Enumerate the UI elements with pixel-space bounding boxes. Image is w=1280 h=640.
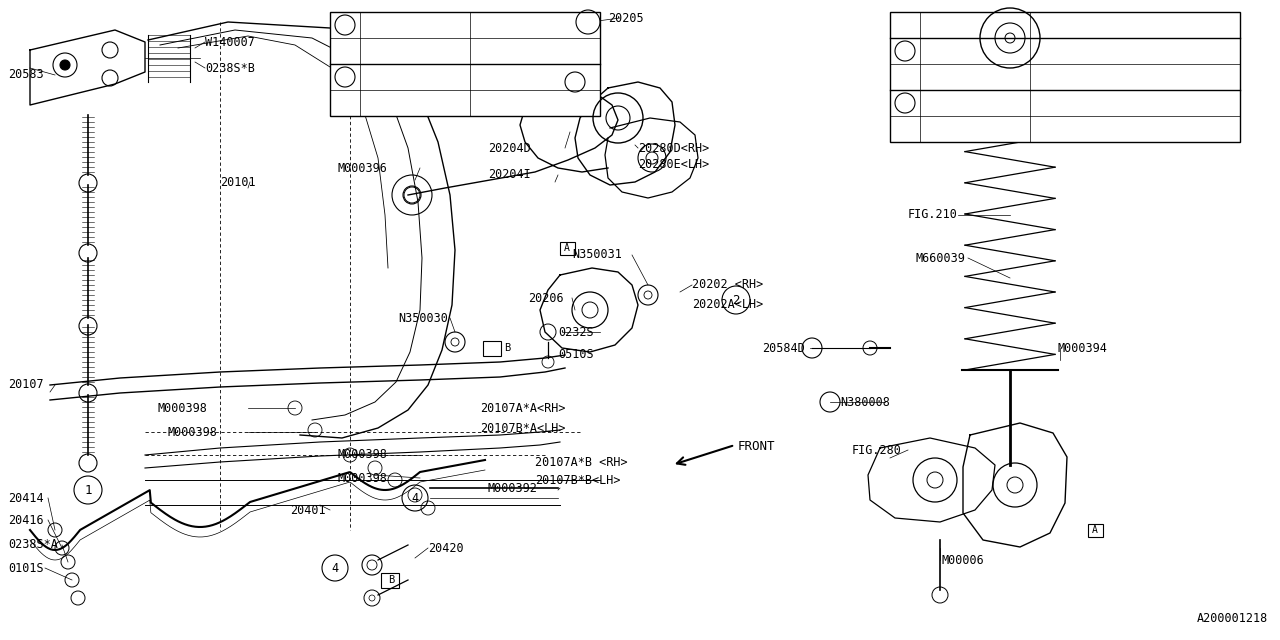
Text: M000397: M000397 xyxy=(924,97,974,109)
Text: 4: 4 xyxy=(342,70,348,83)
Text: <1607- >: <1607- > xyxy=(541,45,598,58)
Text: 20416: 20416 xyxy=(8,513,44,527)
Text: FIG.210: FIG.210 xyxy=(908,209,957,221)
Text: (      -1406): ( -1406) xyxy=(1146,97,1238,109)
Text: 20101: 20101 xyxy=(220,175,256,189)
Bar xyxy=(890,12,1240,142)
Text: 20205: 20205 xyxy=(608,12,644,24)
Polygon shape xyxy=(575,82,675,185)
Text: 20206: 20206 xyxy=(529,291,563,305)
Text: M370010: M370010 xyxy=(364,19,413,31)
Text: 20401: 20401 xyxy=(291,504,325,516)
Text: M000451: M000451 xyxy=(924,70,974,83)
Text: 4: 4 xyxy=(332,561,339,575)
Text: 0510S: 0510S xyxy=(558,349,594,362)
Bar xyxy=(330,12,600,116)
Text: 20107A*B <RH>: 20107A*B <RH> xyxy=(535,456,627,468)
Text: M000394: M000394 xyxy=(1059,342,1108,355)
Text: ( -1607): ( -1607) xyxy=(541,70,598,83)
Text: N370063: N370063 xyxy=(364,70,413,83)
Bar xyxy=(483,340,500,355)
Text: W140007: W140007 xyxy=(205,35,255,49)
Text: A: A xyxy=(1092,525,1098,535)
Text: 0238S*B: 0238S*B xyxy=(205,61,255,74)
Text: M660039: M660039 xyxy=(915,252,965,264)
Text: 2: 2 xyxy=(901,97,909,109)
Text: 0238S*A: 0238S*A xyxy=(8,538,58,552)
Bar xyxy=(559,241,575,255)
Text: N350030: N350030 xyxy=(398,312,448,324)
Polygon shape xyxy=(540,268,637,352)
Text: <1406-      >: <1406- > xyxy=(1146,122,1238,136)
Text: M000304: M000304 xyxy=(924,19,974,31)
Text: N380017: N380017 xyxy=(364,97,413,109)
Text: 1: 1 xyxy=(901,45,909,58)
Text: B: B xyxy=(504,343,511,353)
Text: M000398: M000398 xyxy=(338,472,388,484)
Text: A200001218: A200001218 xyxy=(1197,612,1268,625)
Circle shape xyxy=(60,60,70,70)
Text: FRONT: FRONT xyxy=(739,440,776,453)
Text: N350031: N350031 xyxy=(572,248,622,262)
Text: 20202A<LH>: 20202A<LH> xyxy=(692,298,763,312)
Text: M000398: M000398 xyxy=(157,401,207,415)
Text: FIG.280: FIG.280 xyxy=(852,444,902,456)
Text: M000396: M000396 xyxy=(338,161,388,175)
Text: M370011: M370011 xyxy=(364,45,413,58)
Text: N380008: N380008 xyxy=(840,396,890,408)
Polygon shape xyxy=(868,438,995,522)
Polygon shape xyxy=(605,118,698,198)
Text: 20204I: 20204I xyxy=(488,168,531,182)
Text: <1608-      >: <1608- > xyxy=(1146,70,1238,83)
Text: 20583: 20583 xyxy=(8,68,44,81)
Text: <1310-1608>: <1310-1608> xyxy=(1160,45,1238,58)
Text: 20107: 20107 xyxy=(8,378,44,392)
Text: ( -1607): ( -1607) xyxy=(541,19,598,31)
Polygon shape xyxy=(29,30,145,105)
Text: M000398: M000398 xyxy=(338,449,388,461)
Text: 20584D: 20584D xyxy=(762,342,805,355)
Text: A: A xyxy=(564,243,570,253)
Text: M000398: M000398 xyxy=(168,426,218,438)
Text: 20107B*B<LH>: 20107B*B<LH> xyxy=(535,474,621,486)
Text: M000392: M000392 xyxy=(488,481,538,495)
Text: 20107A*A<RH>: 20107A*A<RH> xyxy=(480,401,566,415)
Text: (      -1310): ( -1310) xyxy=(1146,19,1238,31)
Text: 20280D<RH>: 20280D<RH> xyxy=(637,141,709,154)
Text: 2: 2 xyxy=(732,294,740,307)
Text: 4: 4 xyxy=(411,492,419,504)
Text: M000439: M000439 xyxy=(924,122,974,136)
Text: 3: 3 xyxy=(572,77,579,87)
Text: 0232S: 0232S xyxy=(558,326,594,339)
Bar xyxy=(1088,524,1102,536)
Text: B: B xyxy=(388,575,394,585)
Text: 0101S: 0101S xyxy=(8,561,44,575)
Text: 20202 <RH>: 20202 <RH> xyxy=(692,278,763,291)
Text: 20420: 20420 xyxy=(428,541,463,554)
Text: 20414: 20414 xyxy=(8,492,44,504)
Text: 20107B*A<LH>: 20107B*A<LH> xyxy=(480,422,566,435)
Polygon shape xyxy=(963,423,1068,547)
Text: 20204D: 20204D xyxy=(488,141,531,154)
Text: 3: 3 xyxy=(342,19,348,31)
Text: <1607- >: <1607- > xyxy=(541,97,598,109)
Text: 1: 1 xyxy=(84,483,92,497)
Text: 20280E<LH>: 20280E<LH> xyxy=(637,159,709,172)
Bar xyxy=(381,573,399,588)
Text: M00006: M00006 xyxy=(942,554,984,566)
Text: M000431: M000431 xyxy=(924,45,974,58)
